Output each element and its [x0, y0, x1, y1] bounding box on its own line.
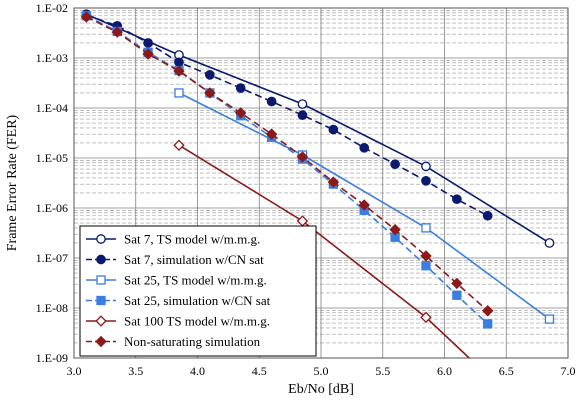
legend-item: Sat 100 TS model w/m.m.g. [86, 314, 270, 329]
data-point [544, 314, 555, 324]
series-layer [80, 9, 555, 359]
legend-item: Sat 25, simulation w/CN sat [86, 293, 271, 308]
legend: Sat 7, TS model w/m.m.g. Sat 7, simulatio… [79, 225, 317, 357]
x-tick-label: 3.0 [67, 364, 82, 378]
data-point [297, 99, 308, 109]
data-point [173, 65, 185, 77]
series-1 [81, 9, 555, 248]
legend-label: Sat 25, simulation w/CN sat [124, 293, 271, 308]
x-tick-label: 5.0 [314, 364, 329, 378]
series-line [86, 14, 489, 217]
data-point [96, 275, 106, 285]
y-tick-label: 1.E-08 [36, 301, 68, 315]
series-line [86, 16, 489, 312]
legend-item: Sat 7, simulation w/CN sat [86, 252, 264, 267]
x-tick-label: 7.0 [561, 364, 576, 378]
data-point [297, 110, 308, 120]
y-tick-label: 1.E-09 [36, 351, 68, 365]
legend-item: Sat 7, TS model w/m.m.g. [86, 232, 260, 247]
data-point [204, 87, 216, 99]
x-axis-label: Eb/No [dB] [288, 382, 354, 397]
legend-item: Sat 25, TS model w/m.m.g. [86, 273, 267, 288]
series-line [86, 14, 489, 325]
y-tick-label: 1.E-06 [36, 201, 68, 215]
legend-item: Non-saturating simulation [86, 334, 261, 349]
data-point [482, 210, 493, 221]
x-tick-label: 5.5 [375, 364, 390, 378]
data-point [451, 277, 463, 290]
y-tick-label: 1.E-07 [36, 251, 68, 265]
data-point [235, 83, 246, 93]
data-point [483, 319, 493, 329]
data-point [96, 234, 106, 244]
y-tick-label: 1.E-04 [36, 101, 68, 115]
data-point [420, 250, 432, 262]
data-point [95, 315, 107, 327]
y-tick-label: 1.E-05 [36, 151, 68, 165]
y-tick-label: 1.E-03 [36, 51, 68, 65]
legend-label: Sat 7, simulation w/CN sat [124, 252, 264, 267]
x-tick-label: 6.5 [499, 364, 514, 378]
data-point [421, 261, 431, 271]
data-point [451, 194, 462, 205]
x-tick-label: 4.5 [252, 364, 267, 378]
data-point [266, 96, 277, 107]
legend-label: Sat 25, TS model w/m.m.g. [124, 273, 267, 288]
data-point [205, 70, 215, 80]
data-point [173, 139, 185, 151]
data-point [421, 175, 431, 186]
data-point [390, 159, 400, 170]
data-point [96, 295, 106, 306]
data-point [142, 48, 154, 60]
data-point [95, 335, 107, 348]
data-point [482, 305, 494, 317]
series-6 [80, 11, 494, 317]
data-point [111, 26, 123, 38]
data-point [544, 238, 555, 248]
legend-label: Sat 100 TS model w/m.m.g. [124, 314, 270, 329]
plot-frame [73, 7, 569, 359]
data-point [420, 311, 432, 324]
data-point [96, 254, 106, 265]
data-point [358, 199, 370, 211]
data-point [452, 290, 462, 300]
data-point [389, 223, 401, 236]
x-tick-label: 3.5 [128, 364, 143, 378]
series-2 [81, 10, 493, 221]
data-point [296, 151, 309, 163]
data-point [421, 161, 431, 172]
data-point [328, 124, 339, 135]
data-point [143, 38, 153, 48]
data-point [421, 223, 431, 233]
data-point [359, 142, 370, 153]
x-tick-label: 6.0 [437, 364, 452, 378]
tick-labels: 3.0 3.5 4.0 4.5 5.0 5.5 6.0 6.5 7.0 1.E-02 1.E-03 1… [36, 1, 576, 378]
axes [73, 7, 569, 359]
series-line [178, 144, 470, 359]
data-point [235, 107, 247, 119]
legend-box [79, 225, 317, 357]
series-line [178, 92, 550, 320]
data-point [265, 128, 278, 140]
legend-label: Sat 7, TS model w/m.m.g. [124, 232, 260, 247]
legend-label: Non-saturating simulation [124, 334, 261, 349]
data-point [174, 57, 184, 68]
y-tick-label: 1.E-02 [36, 1, 68, 15]
data-point [80, 11, 93, 23]
y-axis-label: Frame Error Rate (FER) [5, 114, 20, 251]
x-tick-label: 4.0 [190, 364, 205, 378]
data-point [327, 176, 340, 188]
data-point [174, 88, 184, 98]
